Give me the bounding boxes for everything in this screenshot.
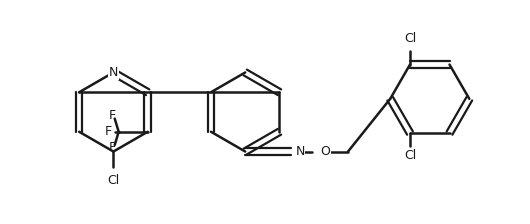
Text: Cl: Cl [404,32,416,45]
Text: Cl: Cl [107,174,120,187]
Text: F: F [109,141,116,154]
Text: N: N [295,145,305,158]
Text: N: N [109,66,118,79]
Text: Cl: Cl [404,149,416,162]
Text: F: F [109,110,116,123]
Text: F: F [105,125,112,138]
Text: O: O [320,145,330,158]
